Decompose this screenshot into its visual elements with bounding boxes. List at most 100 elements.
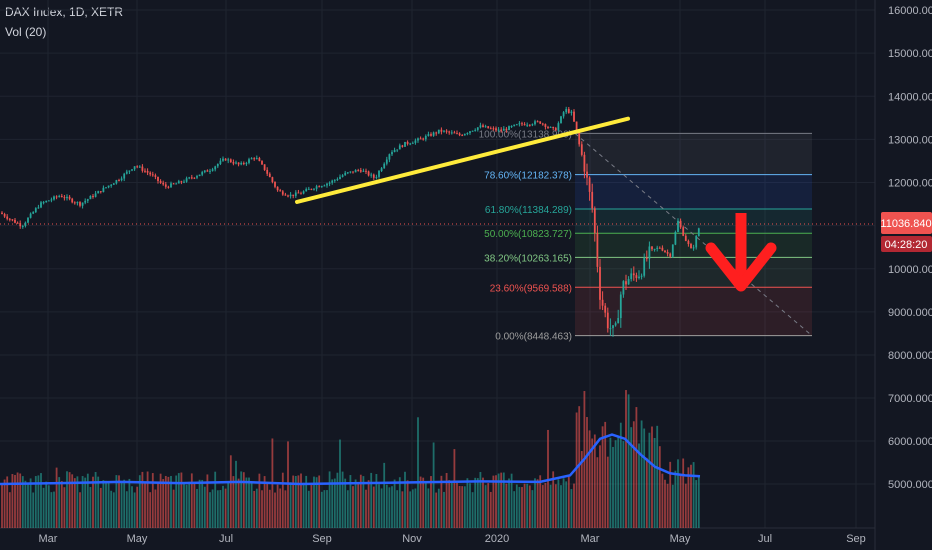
volume-bar	[458, 486, 461, 528]
support-trendline[interactable]	[295, 116, 630, 204]
down-arrow-head[interactable]	[705, 242, 777, 292]
volume-bar	[170, 475, 172, 528]
volume-bar	[258, 473, 261, 528]
volume-bar	[492, 475, 495, 528]
x-tick-label: Mar	[39, 533, 58, 545]
candle-body	[591, 191, 594, 209]
candle-body	[450, 132, 453, 134]
candle-body	[513, 124, 516, 127]
volume-bar	[240, 471, 243, 528]
volume-bar	[235, 460, 237, 528]
volume-bar	[19, 473, 22, 528]
candle-body	[583, 154, 586, 172]
candle-body	[378, 170, 380, 177]
candle-body	[640, 275, 643, 277]
volume-bar	[242, 472, 245, 528]
volume-bar	[534, 478, 536, 528]
candle-body	[414, 140, 417, 143]
volume-bar	[544, 482, 547, 528]
candle-body	[245, 162, 248, 164]
candle-body	[474, 129, 477, 131]
volume-bar	[591, 438, 594, 528]
candle-body	[53, 196, 55, 200]
volume-bar	[42, 487, 45, 528]
candle-body	[632, 273, 635, 276]
candle-body	[292, 194, 295, 196]
candle-body	[653, 248, 656, 250]
volume-bar	[224, 488, 227, 528]
candle-body	[175, 183, 178, 185]
volume-bar	[541, 485, 544, 528]
volume-bar	[510, 473, 513, 528]
volume-bar	[622, 441, 625, 528]
candle-body	[570, 111, 573, 113]
candle-body	[115, 180, 118, 184]
candle-body	[593, 208, 596, 233]
candle-body	[578, 132, 581, 145]
candle-body	[606, 312, 609, 329]
volume-bar	[635, 407, 638, 528]
candle-body	[183, 181, 185, 183]
volume-bar	[500, 472, 503, 528]
candle-body	[279, 190, 282, 192]
candle-body	[567, 109, 570, 113]
candle-body	[47, 200, 50, 202]
volume-bar	[502, 472, 505, 528]
candle-body	[159, 180, 162, 183]
volume-bar	[177, 473, 180, 528]
y-tick-label: 10000.000	[888, 264, 932, 276]
volume-bar	[406, 480, 409, 528]
volume-bar	[474, 477, 477, 528]
candle-body	[437, 129, 440, 134]
candle-body	[302, 191, 305, 194]
volume-bar	[125, 491, 128, 528]
candle-body	[268, 173, 271, 178]
candle-body	[255, 158, 258, 160]
volume-bar	[3, 479, 6, 528]
volume-bar	[79, 492, 81, 528]
volume-bar	[341, 471, 344, 528]
volume-bar	[601, 426, 604, 528]
candle-body	[37, 207, 40, 209]
volume-bar	[307, 490, 310, 528]
candle-body	[55, 196, 58, 198]
volume-bar	[692, 462, 695, 528]
candle-body	[128, 170, 131, 172]
volume-bar	[614, 440, 617, 528]
candle-body	[422, 138, 425, 140]
candle-body	[235, 162, 237, 164]
candle-body	[575, 121, 578, 133]
volume-bar	[102, 480, 105, 528]
candle-body	[380, 168, 383, 171]
volume-bar	[274, 492, 276, 528]
x-tick-label: May	[670, 533, 691, 545]
candle-body	[622, 281, 625, 295]
candle-body	[110, 184, 113, 186]
volume-bar	[398, 477, 401, 528]
volume-bar	[484, 485, 487, 528]
volume-bar	[261, 490, 263, 528]
candle-body	[508, 126, 510, 131]
volume-bar	[471, 492, 474, 528]
candle-body	[162, 182, 165, 185]
candle-body	[326, 183, 328, 186]
volume-bar	[144, 482, 146, 528]
volume-bar	[305, 475, 308, 528]
candle-body	[489, 128, 492, 130]
candle-body	[515, 124, 518, 126]
candle-body	[68, 196, 71, 199]
candle-body	[391, 152, 393, 155]
candle-body	[211, 169, 214, 171]
volume-bar	[149, 492, 152, 528]
fib-level-label: 61.80%(11384.289)	[485, 205, 572, 216]
candle-body	[573, 111, 575, 122]
candle-body	[404, 141, 406, 147]
candle-body	[94, 193, 97, 197]
candle-body	[219, 160, 222, 164]
volume-bar	[599, 445, 601, 528]
volume-bar	[479, 472, 482, 528]
candle-body	[339, 176, 341, 180]
volume-bar	[92, 476, 94, 528]
candle-body	[6, 216, 9, 219]
